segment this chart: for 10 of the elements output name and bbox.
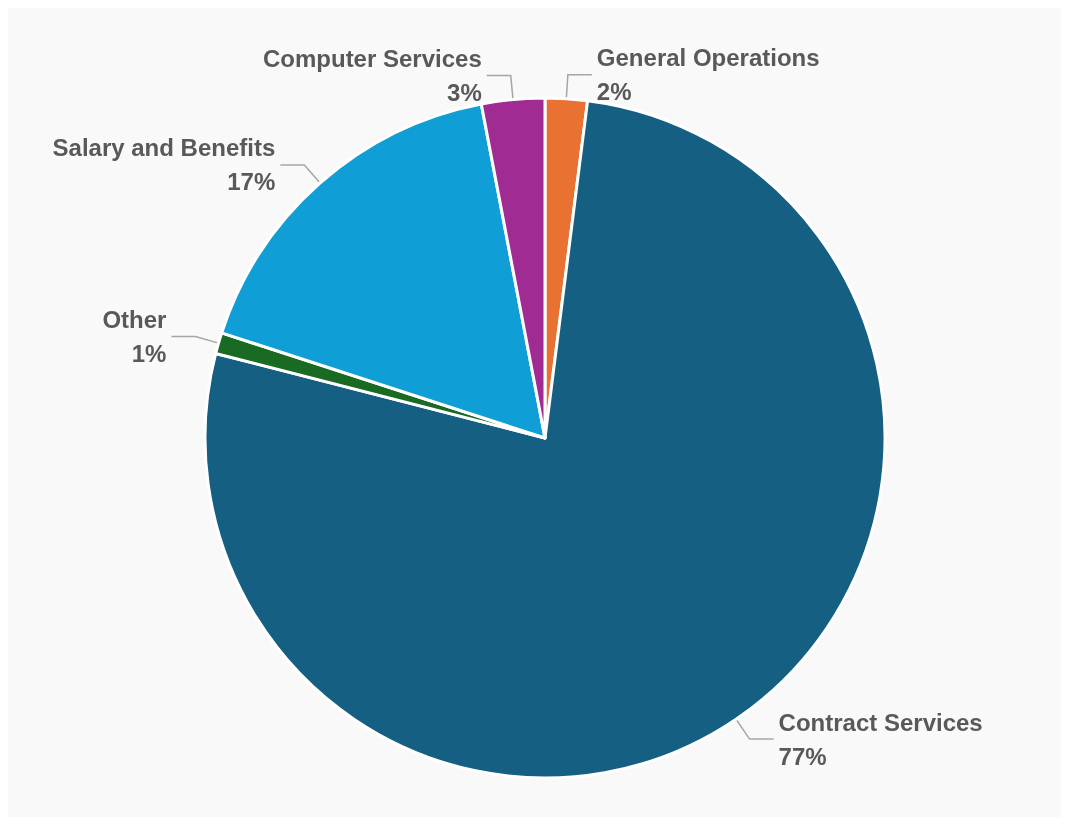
data-label: 2% (596, 78, 632, 106)
slice-label: Computer Services (262, 45, 482, 73)
data-label: 1% (131, 339, 167, 367)
slice-label: Salary and Benefits (52, 134, 276, 162)
slice-label: General Operations (596, 44, 820, 72)
data-label: 3% (447, 79, 482, 107)
data-label: 17% (227, 168, 276, 196)
data-label: 77% (778, 742, 827, 770)
slice-label: Other (102, 305, 167, 333)
slice-label: Contract Services (778, 708, 983, 736)
